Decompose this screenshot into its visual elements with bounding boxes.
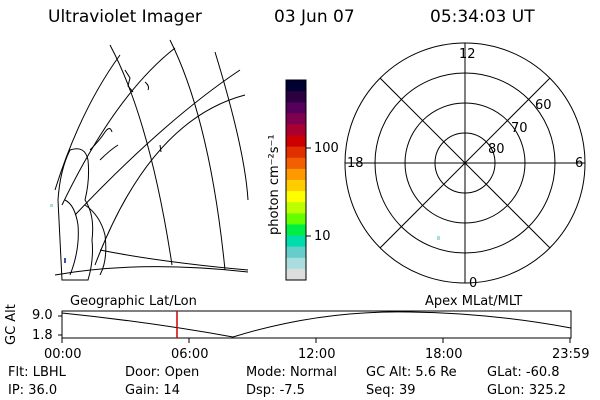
color-bar-segment <box>286 257 306 270</box>
time-tick-0000: 00:00 <box>44 347 82 362</box>
color-bar-unit-label: photon cm⁻²s⁻¹ <box>267 134 282 235</box>
geo-grid-line <box>214 51 249 201</box>
uv-speck <box>437 236 440 240</box>
color-bar-label-100: 100 <box>314 141 339 156</box>
x-axis-ticks <box>61 338 571 343</box>
color-bar-segment <box>286 124 306 137</box>
color-bar-segment <box>286 202 306 214</box>
time-label: 05:34:03 UT <box>430 7 535 27</box>
coastline <box>99 144 119 161</box>
color-bar-segment <box>286 180 306 192</box>
coastline <box>159 144 162 153</box>
uv-speck <box>64 258 66 263</box>
geo-grid-line <box>94 94 246 266</box>
time-tick-1800: 18:00 <box>425 347 463 362</box>
coastline <box>57 148 94 281</box>
status-door: Door: Open <box>125 365 200 380</box>
color-bar-segment <box>286 224 306 237</box>
polar-plot <box>344 42 586 284</box>
lat-label-80: 80 <box>488 142 505 157</box>
status-mode: Mode: Normal <box>246 365 337 380</box>
color-bar-segment <box>286 246 306 259</box>
color-bar-segment <box>286 213 306 226</box>
lat-label-70: 70 <box>511 121 528 136</box>
coastline <box>84 204 107 276</box>
color-bar-segment <box>286 113 306 126</box>
coastline <box>89 128 113 151</box>
mlt-label-0: 0 <box>469 276 478 291</box>
geo-grid-line <box>169 39 226 271</box>
color-bar-segment <box>286 157 306 170</box>
geographic-map <box>54 39 249 281</box>
color-bar-segment <box>286 146 306 159</box>
geo-grid-line <box>54 266 249 276</box>
geo-grid-line <box>54 54 121 191</box>
color-bar-segment <box>286 91 306 103</box>
uv-speck <box>50 204 53 207</box>
altitude-tick-max: 9.0 <box>32 308 53 323</box>
altitude-strip-frame <box>61 310 572 339</box>
status-dsp: Dsp: -7.5 <box>246 383 305 398</box>
status-flt: Flt: LBHL <box>8 365 66 380</box>
color-bar-segment <box>286 168 306 181</box>
color-bar-segment <box>286 102 306 114</box>
status-seq: Seq: 39 <box>366 383 416 398</box>
color-bar-segment <box>286 135 306 148</box>
altitude-axis-label: GC Alt <box>4 304 19 345</box>
color-bar-segment <box>286 268 306 281</box>
coastline <box>124 69 134 93</box>
altitude-tick-min: 1.8 <box>32 328 53 343</box>
lat-label-60: 60 <box>535 98 552 113</box>
status-glon: GLon: 325.2 <box>487 383 567 398</box>
time-tick-2359: 23:59 <box>552 347 590 362</box>
left-panel-label: Geographic Lat/Lon <box>70 294 197 309</box>
color-bar-frame <box>285 79 307 281</box>
mlt-label-12: 12 <box>459 47 476 62</box>
mlt-line-diagonal <box>379 77 551 249</box>
mlt-label-18: 18 <box>347 156 364 171</box>
mlt-label-6: 6 <box>575 156 584 171</box>
geo-grid-line <box>109 44 173 266</box>
status-glat: GLat: -60.8 <box>487 365 560 380</box>
color-bar-segment <box>286 80 306 92</box>
status-ip: IP: 36.0 <box>8 383 58 398</box>
color-bar-label-10: 10 <box>314 229 331 244</box>
date-label: 03 Jun 07 <box>274 7 355 27</box>
coastline <box>64 199 79 276</box>
color-bar <box>286 80 306 281</box>
time-tick-0600: 06:00 <box>171 347 209 362</box>
altitude-curve <box>61 311 572 338</box>
geo-grid-line <box>61 47 176 206</box>
status-gain: Gain: 14 <box>125 383 180 398</box>
coastline <box>144 81 150 91</box>
color-bar-segment <box>286 235 306 248</box>
status-gc-alt: GC Alt: 5.6 Re <box>366 365 457 380</box>
right-panel-label: Apex MLat/MLT <box>425 294 523 309</box>
time-tick-1200: 12:00 <box>298 347 336 362</box>
geo-grid-line <box>99 249 249 271</box>
instrument-title: Ultraviolet Imager <box>48 7 202 27</box>
color-bar-segment <box>286 191 306 203</box>
geo-grid-line <box>74 69 241 216</box>
